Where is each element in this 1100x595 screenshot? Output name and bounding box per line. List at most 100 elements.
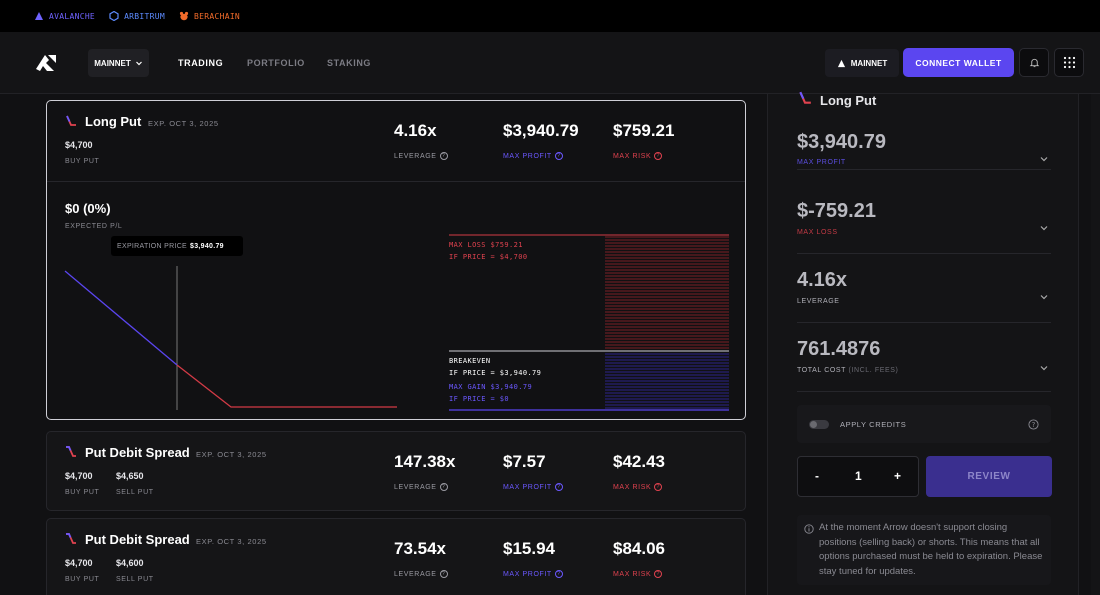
- tooltip-value: $3,940.79: [190, 242, 224, 250]
- leverage-label: LEVERAGE?: [394, 483, 448, 491]
- chevron-down-icon[interactable]: [1039, 223, 1049, 233]
- arbitrum-icon: [109, 11, 119, 21]
- avalanche-icon: [837, 59, 845, 67]
- payoff-loss-line: [176, 364, 397, 408]
- leg-strike: $4,700: [65, 558, 93, 568]
- nav-trading[interactable]: TRADING: [178, 58, 224, 68]
- max-loss-condition: IF PRICE = $4,700: [449, 253, 528, 261]
- leg-label: BUY PUT: [65, 489, 100, 496]
- max-risk-value: $759.21: [613, 121, 675, 140]
- card-divider: [47, 181, 745, 182]
- panel-max-loss-label: MAX LOSS: [797, 229, 838, 236]
- leg-label: BUY PUT: [65, 158, 100, 165]
- max-risk-value: $84.06: [613, 539, 665, 558]
- closing-positions-notice: At the moment Arrow doesn't support clos…: [797, 515, 1051, 585]
- max-profit-label: MAX PROFIT?: [503, 152, 563, 160]
- help-icon[interactable]: ?: [654, 483, 663, 491]
- max-gain-condition: IF PRICE = $0: [449, 395, 509, 403]
- apply-credits-label: APPLY CREDITS: [840, 420, 907, 429]
- chain-berachain[interactable]: BERACHAIN: [179, 11, 240, 21]
- chevron-down-icon[interactable]: [1039, 154, 1049, 164]
- chain-label: BERACHAIN: [194, 11, 241, 21]
- grid-icon: [1063, 56, 1075, 69]
- app-header: MAINNET TRADING PORTFOLIO STAKING MAINNE…: [0, 32, 1100, 94]
- max-risk-label-text: MAX RISK: [613, 483, 652, 491]
- review-button[interactable]: REVIEW: [926, 456, 1052, 497]
- berachain-icon: [179, 11, 189, 21]
- chain-arbitrum[interactable]: ARBITRUM: [109, 11, 165, 21]
- order-panel: Long Put $3,940.79 MAX PROFIT $-759.21 M…: [767, 91, 1079, 595]
- decrement-button[interactable]: -: [815, 469, 819, 483]
- panel-row-max-profit[interactable]: $3,940.79 MAX PROFIT: [797, 101, 1051, 170]
- avalanche-icon: [35, 12, 43, 20]
- put-spread-icon: [66, 533, 76, 544]
- panel-max-profit-label: MAX PROFIT: [797, 159, 846, 166]
- notice-text: At the moment Arrow doesn't support clos…: [819, 522, 1043, 577]
- total-cost-note: (INCL. FEES): [848, 367, 899, 374]
- strategy-list: Long Put EXP. OCT 3, 2025 $4,700 BUY PUT…: [46, 94, 746, 595]
- max-profit-value: $15.94: [503, 539, 555, 558]
- bell-icon: [1029, 58, 1039, 68]
- max-profit-value: $7.57: [503, 452, 546, 471]
- panel-row-total-cost[interactable]: 761.4876 TOTAL COST (INCL. FEES): [797, 323, 1051, 392]
- panel-max-loss-value: $-759.21: [797, 200, 876, 222]
- leg-strike: $4,600: [116, 558, 144, 568]
- panel-total-cost-value: 761.4876: [797, 338, 881, 360]
- strategy-card-put-debit-spread[interactable]: Put Debit Spread EXP. OCT 3, 2025 $4,700…: [46, 431, 746, 511]
- help-icon[interactable]: ?: [439, 483, 448, 491]
- put-trend-icon: [66, 115, 76, 126]
- leverage-label-text: LEVERAGE: [394, 152, 437, 160]
- help-icon[interactable]: ?: [439, 570, 448, 578]
- max-risk-label: MAX RISK?: [613, 152, 663, 160]
- info-icon: [804, 524, 814, 534]
- expected-pl-value: $0 (0%): [65, 201, 111, 216]
- chevron-down-icon[interactable]: [1039, 363, 1049, 373]
- max-profit-value: $3,940.79: [503, 121, 579, 140]
- leg-label: BUY PUT: [65, 576, 100, 583]
- expected-pl-label: EXPECTED P/L: [65, 223, 123, 230]
- network-dropdown-label: MAINNET: [94, 58, 131, 68]
- apply-credits-toggle[interactable]: [809, 420, 829, 429]
- help-icon[interactable]: ?: [554, 152, 563, 160]
- max-risk-label-text: MAX RISK: [613, 152, 652, 160]
- leverage-label: LEVERAGE?: [394, 570, 448, 578]
- help-icon[interactable]: ?: [654, 152, 663, 160]
- leverage-value: 147.38x: [394, 452, 456, 471]
- max-risk-value: $42.43: [613, 452, 665, 471]
- page-scrollbar[interactable]: [1091, 94, 1100, 595]
- payoff-profit-line: [64, 270, 178, 366]
- strategy-card-put-debit-spread[interactable]: Put Debit Spread EXP. OCT 3, 2025 $4,700…: [46, 518, 746, 595]
- app-menu-button[interactable]: [1054, 48, 1084, 77]
- network-pill[interactable]: MAINNET: [825, 49, 899, 77]
- strategy-card-long-put[interactable]: Long Put EXP. OCT 3, 2025 $4,700 BUY PUT…: [46, 100, 746, 420]
- quantity-value[interactable]: 1: [855, 469, 862, 483]
- nav-staking[interactable]: STAKING: [327, 58, 372, 68]
- gain-zone-fill: [605, 351, 729, 410]
- apply-credits-row: APPLY CREDITS ?: [797, 405, 1051, 443]
- panel-row-leverage[interactable]: 4.16x LEVERAGE: [797, 254, 1051, 323]
- tooltip-label: EXPIRATION PRICE: [117, 242, 188, 250]
- chevron-down-icon[interactable]: [1039, 292, 1049, 302]
- increment-button[interactable]: +: [894, 469, 902, 483]
- payoff-chart[interactable]: [47, 101, 745, 419]
- network-dropdown[interactable]: MAINNET: [88, 49, 149, 77]
- leverage-value: 73.54x: [394, 539, 446, 558]
- help-icon[interactable]: ?: [654, 570, 663, 578]
- leg-strike: $4,650: [116, 471, 144, 481]
- notifications-button[interactable]: [1019, 48, 1049, 77]
- help-icon[interactable]: ?: [554, 483, 563, 491]
- connect-wallet-button[interactable]: CONNECT WALLET: [903, 48, 1014, 77]
- help-icon[interactable]: ?: [1028, 419, 1039, 430]
- help-icon[interactable]: ?: [439, 152, 448, 160]
- max-risk-label-text: MAX RISK: [613, 570, 652, 578]
- svg-text:?: ?: [1032, 421, 1036, 429]
- arrow-logo[interactable]: [34, 51, 58, 75]
- max-profit-label: MAX PROFIT?: [503, 570, 563, 578]
- nav-portfolio[interactable]: PORTFOLIO: [247, 58, 305, 68]
- chain-avalanche[interactable]: AVALANCHE: [34, 11, 95, 21]
- breakeven-condition: IF PRICE = $3,940.79: [449, 369, 542, 377]
- panel-row-max-loss[interactable]: $-759.21 MAX LOSS: [797, 185, 1051, 254]
- chevron-down-icon: [135, 61, 142, 66]
- breakeven-label: BREAKEVEN: [449, 357, 491, 365]
- help-icon[interactable]: ?: [554, 570, 563, 578]
